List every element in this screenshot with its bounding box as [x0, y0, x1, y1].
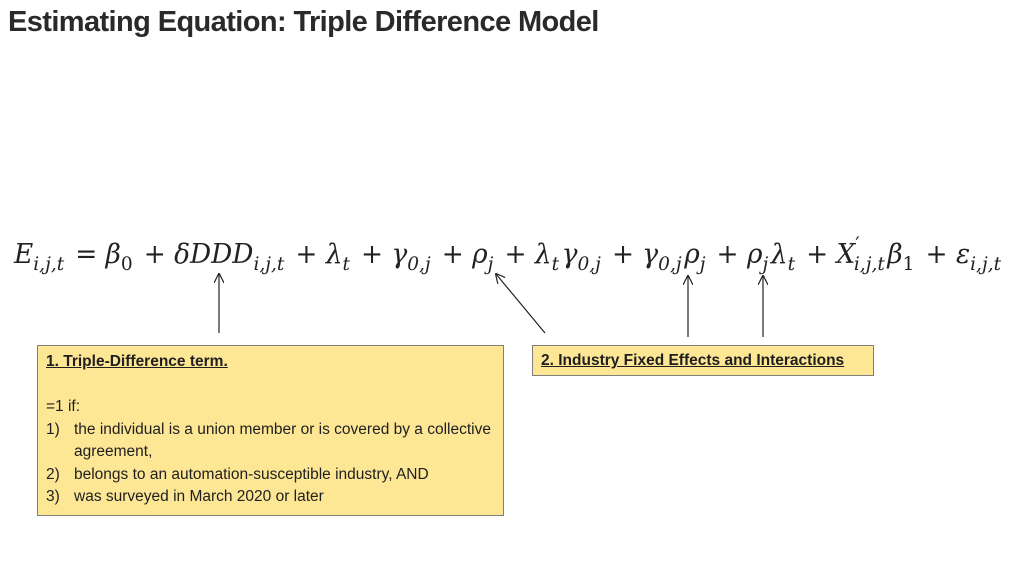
equation-subscript: 0,j	[407, 254, 431, 275]
blank-line	[46, 374, 495, 397]
equation-subscript: t	[788, 254, 796, 275]
equation-symbol: ρ	[746, 239, 763, 270]
equation-subscript: j	[484, 254, 494, 275]
equation-subscript: j	[696, 254, 706, 275]
equation-subscript: j	[759, 254, 769, 275]
equation-symbol: γ	[391, 239, 407, 270]
equation-subscript: t	[552, 254, 560, 275]
condition-list: 1) the individual is a union member or i…	[46, 419, 495, 509]
condition-text: the individual is a union member or is c…	[74, 420, 491, 461]
equation-operator: +	[917, 239, 956, 270]
condition-item: 1) the individual is a union member or i…	[46, 419, 495, 464]
equation-subscript: 1	[903, 254, 915, 275]
equation-operator: +	[433, 239, 472, 270]
equation-svg: Ei,j,t = β0 + δDDDi,j,t + λt + γ0,j + ρj…	[13, 233, 1004, 275]
equation-operator: +	[496, 239, 535, 270]
condition-item: 3) was surveyed in March 2020 or later	[46, 486, 495, 509]
equation-symbol: γ	[562, 239, 578, 270]
equation-text: Ei,j,t = β0 + δDDDi,j,t + λt + γ0,j + ρj…	[13, 233, 1004, 275]
equation-subscript: i,j,t	[970, 254, 1001, 275]
equation-operator: =	[67, 239, 106, 270]
equation-symbol: X	[835, 239, 857, 270]
equation-symbol: ρ	[471, 239, 488, 270]
equation-symbol: ρ	[683, 239, 700, 270]
condition-number: 2)	[46, 465, 60, 483]
equation-subscript: 0	[121, 254, 133, 275]
equation-operator: +	[135, 239, 174, 270]
equation-subscript: i,j,t	[854, 254, 885, 275]
condition-item: 2) belongs to an automation-susceptible …	[46, 464, 495, 487]
equation-operator: +	[798, 239, 837, 270]
equation-subscript: i,j,t	[33, 254, 64, 275]
callout-heading: 2. Industry Fixed Effects and Interactio…	[541, 352, 845, 369]
condition-text: was surveyed in March 2020 or later	[74, 488, 324, 505]
triple-difference-callout: 1. Triple-Difference term. =1 if: 1) the…	[37, 345, 504, 516]
equation-symbol: β	[886, 239, 902, 270]
equation-symbol: δDDD	[174, 239, 253, 270]
condition-text: belongs to an automation-susceptible ind…	[74, 465, 429, 483]
equation-symbol: γ	[642, 239, 658, 270]
condition-number: 1)	[46, 420, 60, 438]
equation-operator: +	[287, 239, 326, 270]
equation-subscript: 0,j	[577, 254, 601, 275]
slide-title: Estimating Equation: Triple Difference M…	[8, 6, 599, 38]
equation-symbol: λ	[325, 239, 343, 270]
callout-intro: =1 if:	[46, 398, 81, 415]
equation-symbol: λ	[534, 239, 552, 270]
equation-symbol: β	[105, 239, 121, 270]
estimating-equation: Ei,j,t = β0 + δDDDi,j,t + λt + γ0,j + ρj…	[0, 223, 1024, 283]
condition-number: 3)	[46, 488, 60, 505]
equation-symbol: ε	[956, 239, 970, 270]
equation-subscript: t	[343, 254, 351, 275]
equation-subscript: i,j,t	[253, 254, 284, 275]
equation-operator: +	[353, 239, 392, 270]
industry-fixed-effects-callout: 2. Industry Fixed Effects and Interactio…	[532, 345, 874, 376]
equation-symbol: λ	[770, 239, 788, 270]
equation-symbol: E	[13, 239, 34, 270]
equation-superscript: ′	[855, 233, 860, 256]
equation-operator: +	[708, 239, 747, 270]
equation-symbol	[1001, 239, 1004, 270]
callout-heading: 1. Triple-Difference term.	[46, 353, 228, 370]
equation-operator: +	[604, 239, 643, 270]
equation-subscript: 0,j	[658, 254, 682, 275]
